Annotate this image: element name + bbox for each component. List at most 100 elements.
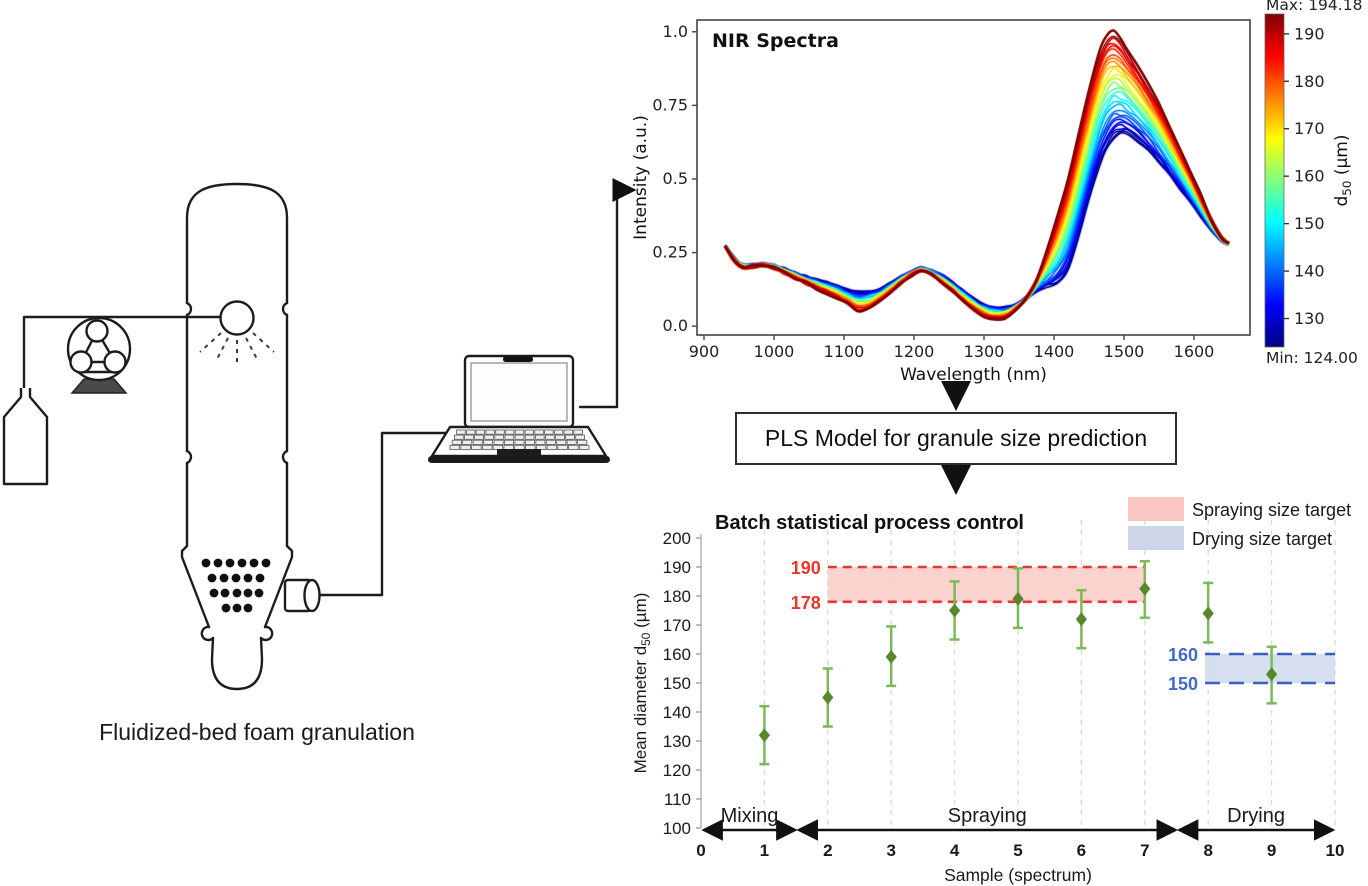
- laptop-key: [453, 434, 464, 440]
- laptop-key: [504, 434, 515, 440]
- nir-spectrum-line: [724, 103, 1230, 314]
- colorbar-tick-label: 140: [1294, 262, 1325, 281]
- spc-y-tick-label: 150: [663, 674, 691, 693]
- pump-rotor: [79, 329, 117, 364]
- spc-point: [949, 603, 961, 618]
- spc-y-tick-label: 180: [663, 587, 691, 606]
- laptop-key: [471, 444, 482, 450]
- spc-y-tick-label: 140: [663, 703, 691, 722]
- laptop-key: [544, 429, 554, 435]
- flow-arrows: [941, 381, 971, 495]
- spc-band-spraying-target: [827, 567, 1145, 602]
- spc-y-tick-label: 110: [664, 790, 691, 809]
- laptop-key: [514, 444, 525, 450]
- laptop-key: [481, 444, 493, 450]
- laptop-key: [573, 429, 583, 435]
- product-cone: [180, 544, 294, 629]
- laptop-camera-bar: [503, 356, 533, 362]
- laptop-key: [503, 439, 514, 445]
- laptop-key: [460, 444, 471, 450]
- laptop-key: [494, 434, 505, 440]
- liquid-bottle: [2, 388, 49, 486]
- laptop-key: [503, 444, 514, 450]
- laptop-key: [534, 429, 544, 435]
- laptop-key: [577, 439, 588, 445]
- spc-y-tick-label: 160: [663, 645, 691, 664]
- nir-y-tick-label: 1.0: [663, 22, 688, 41]
- laptop-key: [484, 434, 495, 440]
- laptop-key: [525, 444, 536, 450]
- spc-x-tick-label: 10: [1326, 841, 1345, 860]
- spc-point: [1202, 606, 1214, 621]
- nir-chart-title: NIR Spectra: [712, 30, 839, 52]
- laptop-key: [483, 439, 494, 445]
- spc-y-tick-label: 170: [663, 616, 691, 635]
- colorbar-tick-label: 160: [1294, 167, 1325, 186]
- nir-y-tick-label: 0.0: [663, 316, 688, 335]
- laptop-key: [524, 434, 535, 440]
- nir-probe: [283, 578, 321, 613]
- spc-y-tick-label: 130: [663, 732, 691, 751]
- nir-y-axis-label: Intensity (a.u.): [631, 115, 651, 240]
- colorbar-axis-label: d50 (µm): [1332, 135, 1354, 207]
- granule-dots: [201, 558, 271, 613]
- spc-chart: 100 110 120 130 140 150 160 170 180 190 200 0 1 2 3 4 5 6…: [631, 497, 1351, 885]
- nir-y-tick-label: 0.75: [652, 95, 688, 114]
- colorbar-tick-label: 190: [1294, 24, 1325, 43]
- spray-nozzle: [219, 300, 255, 336]
- pump-roller-right: [103, 350, 127, 374]
- laptop-key: [464, 434, 474, 440]
- laptop-key: [563, 429, 574, 435]
- colorbar-tick-label: 130: [1294, 309, 1325, 328]
- spc-legend-swatch: [1128, 497, 1184, 521]
- laptop-key: [493, 439, 504, 445]
- nir-x-tick-label: 900: [689, 342, 720, 361]
- nir-x-axis-label: Wavelength (nm): [900, 365, 1047, 385]
- spc-band-upper-label: 190: [791, 558, 821, 578]
- pls-model-box: PLS Model for granule size prediction: [735, 412, 1177, 465]
- spray-lines: [199, 332, 275, 365]
- spc-x-axis-label: Sample (spectrum): [944, 865, 1092, 885]
- laptop-trackpad: [497, 449, 541, 457]
- laptop-key: [504, 429, 515, 435]
- spc-point: [822, 690, 834, 705]
- nir-spectra-chart: 900 1000 1100 1200 1300 1400 1500 1600 0.0 0.25 0.…: [631, 0, 1362, 385]
- colorbar: [1264, 13, 1285, 348]
- nir-x-tick-label: 1400: [1034, 342, 1075, 361]
- column-clamp-upper-right: [281, 301, 289, 317]
- column-clamp-lower-left: [185, 449, 193, 465]
- spc-x-tick-label: 1: [760, 841, 769, 860]
- colorbar-max-label: Max: 194.18: [1266, 0, 1362, 14]
- laptop-key: [545, 434, 555, 440]
- spc-legend-swatch: [1128, 526, 1184, 550]
- spc-band-upper-label: 160: [1168, 645, 1198, 665]
- spc-band-lower-label: 178: [791, 593, 821, 613]
- spc-point: [1075, 612, 1087, 627]
- spc-x-tick-label: 0: [696, 841, 705, 860]
- laptop-key: [535, 439, 546, 445]
- colorbar-tick-label: 180: [1294, 72, 1325, 91]
- laptop-key: [492, 444, 504, 450]
- spc-x-tick-label: 6: [1077, 841, 1086, 860]
- laptop-key: [557, 444, 568, 450]
- spc-x-tick-label: 3: [886, 841, 895, 860]
- laptop-key: [474, 434, 484, 440]
- spc-phase-label: Drying: [1227, 805, 1285, 827]
- nir-plot-frame: [696, 19, 1251, 336]
- spc-y-axis-label: Mean diameter d50 (µm): [631, 593, 653, 774]
- laptop-key: [462, 439, 473, 445]
- spc-legend-label: Drying size target: [1192, 529, 1332, 549]
- spc-legend-label: Spraying size target: [1192, 500, 1351, 520]
- laptop-screen-inner: [470, 362, 568, 422]
- nir-x-tick-label: 1200: [894, 342, 935, 361]
- laptop-key: [553, 429, 564, 435]
- nir-spectrum-line: [723, 29, 1230, 321]
- laptop-key: [449, 444, 461, 450]
- spc-x-tick-label: 7: [1140, 841, 1149, 860]
- nir-y-tick-label: 0.25: [652, 243, 688, 262]
- spc-x-tick-label: 9: [1267, 841, 1276, 860]
- nir-y-tick-label: 0.5: [663, 169, 688, 188]
- pls-model-label: PLS Model for granule size prediction: [764, 425, 1148, 451]
- column-clamp-upper-left: [185, 301, 193, 317]
